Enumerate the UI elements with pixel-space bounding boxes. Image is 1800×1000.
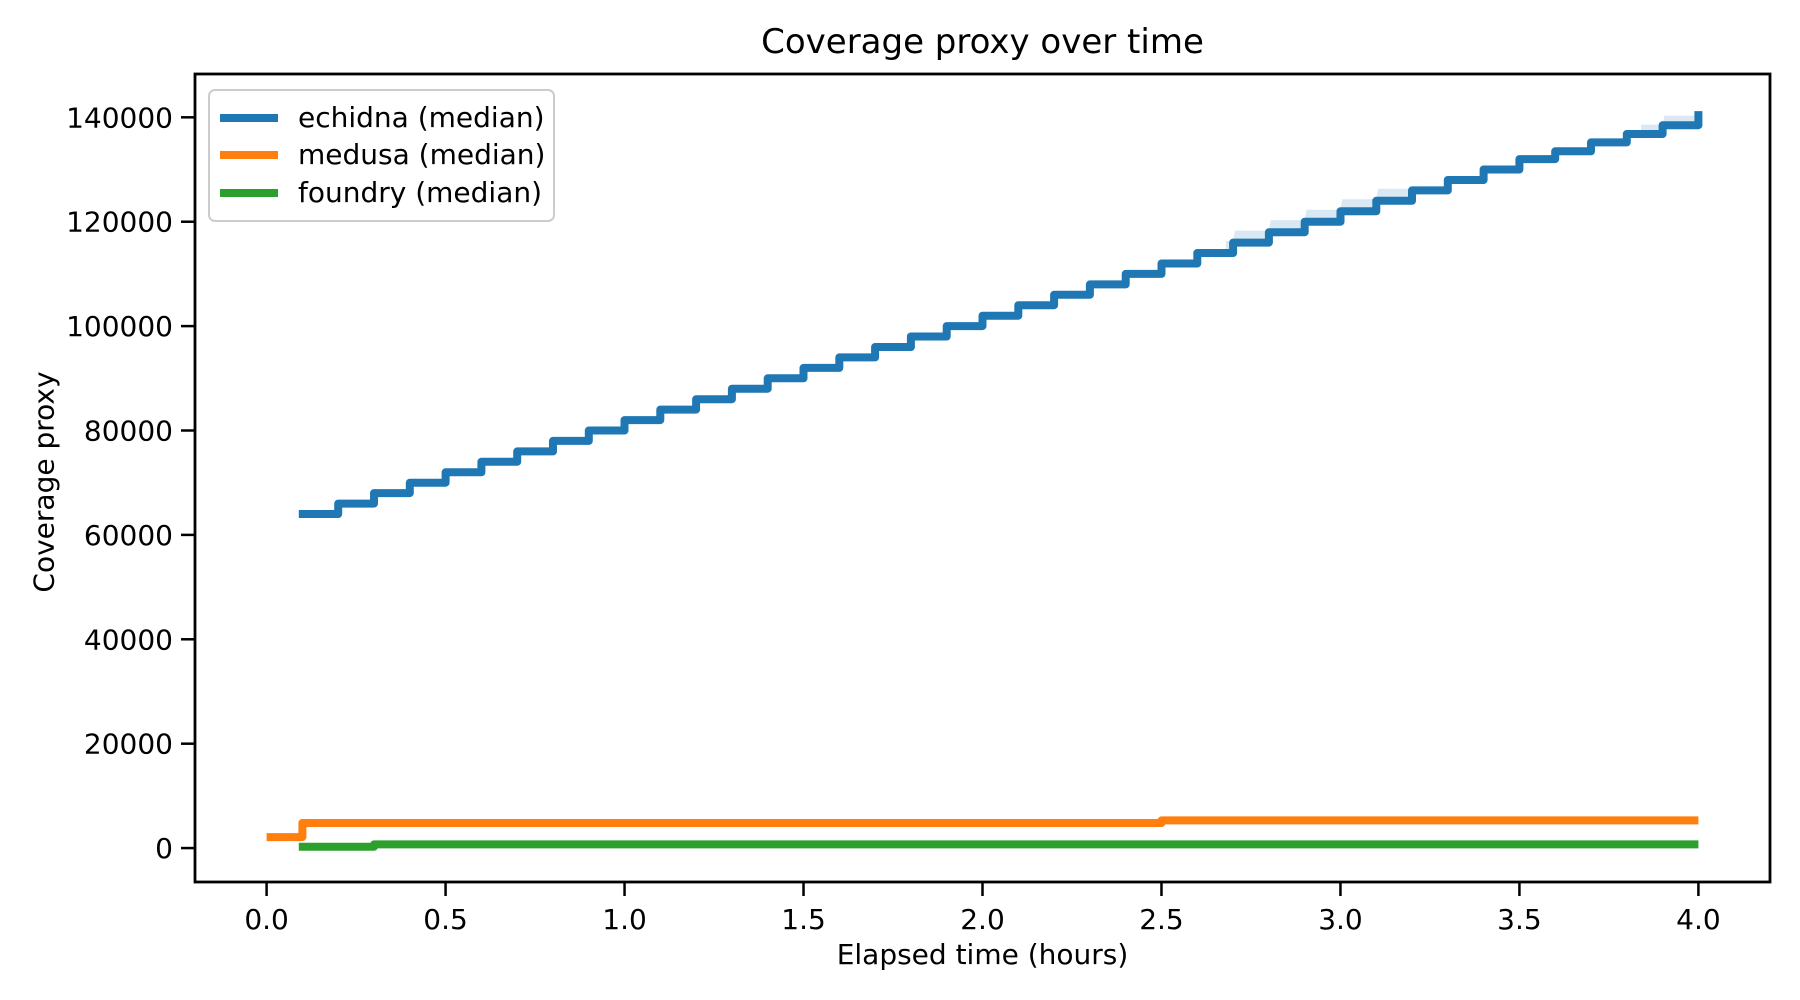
y-tick-label: 20000 [84, 728, 173, 761]
x-tick-label: 3.5 [1497, 903, 1542, 936]
legend-item-echidna: echidna (median) [220, 100, 547, 134]
y-tick-label: 40000 [84, 623, 173, 656]
legend-label-foundry: foundry (median) [298, 176, 543, 210]
x-tick-label: 0.0 [244, 903, 289, 936]
x-tick-label: 0.5 [423, 903, 468, 936]
legend-label-echidna: echidna (median) [298, 100, 545, 134]
x-tick-label: 4.0 [1676, 903, 1721, 936]
series-line-medusa [266, 816, 1699, 842]
legend: echidna (median) medusa (median) foundry… [208, 89, 555, 222]
y-tick-label: 80000 [84, 415, 173, 448]
legend-label-medusa: medusa (median) [298, 138, 546, 172]
x-tick-label: 1.5 [781, 903, 826, 936]
y-tick-label: 60000 [84, 519, 173, 552]
legend-item-medusa: medusa (median) [220, 141, 547, 169]
y-axis-label: Coverage proxy [27, 371, 61, 593]
echidna-line-swatch [220, 113, 278, 122]
x-tick-label: 3.0 [1318, 903, 1363, 936]
x-tick-label: 2.0 [960, 903, 1005, 936]
legend-item-foundry: foundry (median) [220, 179, 547, 207]
series-line-echidna [298, 111, 1703, 518]
y-tick-label: 140000 [66, 101, 173, 134]
x-axis-label: Elapsed time (hours) [836, 938, 1129, 971]
y-tick-label: 100000 [66, 310, 173, 343]
x-tick-label: 2.5 [1139, 903, 1184, 936]
chart-title: Coverage proxy over time [761, 22, 1204, 62]
series-line-foundry [298, 840, 1699, 851]
y-tick-label: 0 [155, 832, 173, 865]
medusa-line-swatch [220, 151, 278, 160]
y-tick-label: 120000 [66, 206, 173, 239]
foundry-line-swatch [220, 189, 278, 198]
x-tick-label: 1.0 [602, 903, 647, 936]
